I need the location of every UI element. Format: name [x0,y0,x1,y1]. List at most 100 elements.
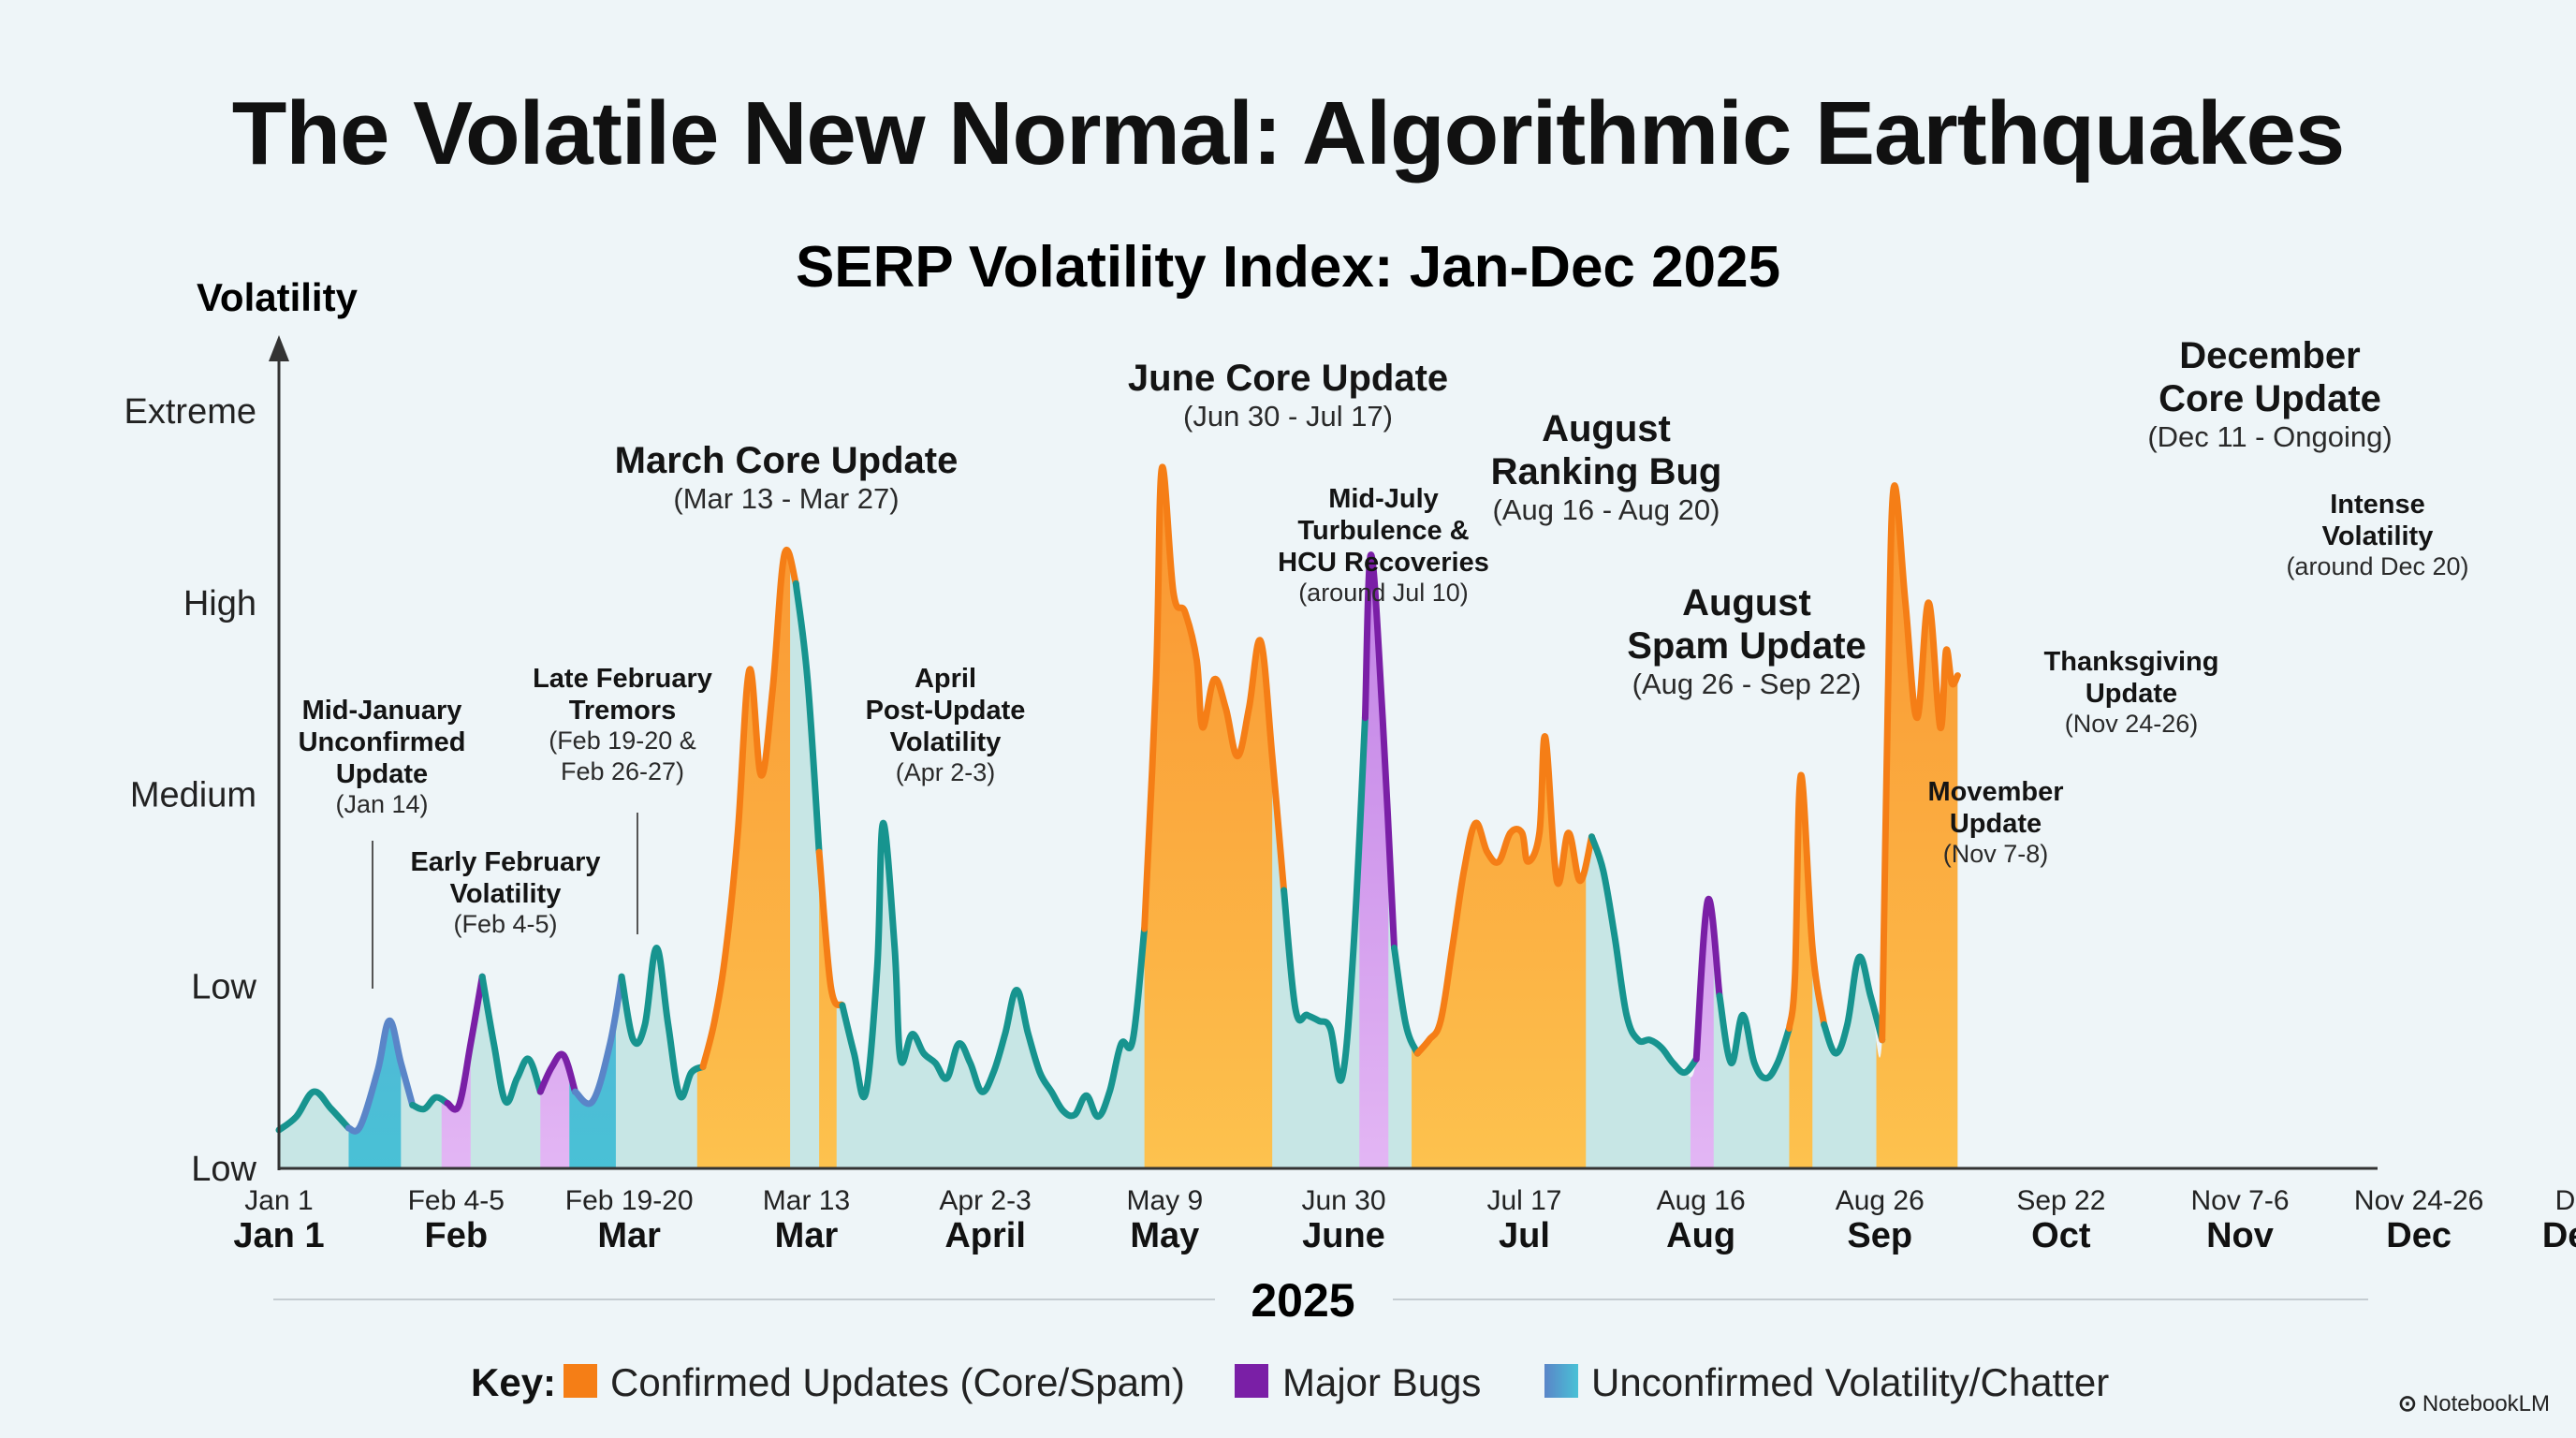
volatility-line-segment [1361,551,1398,951]
notebooklm-logo-icon: ⊙ [2397,1391,2417,1416]
annotation-date: (Jan 14) [335,790,428,818]
x-tick-month: Dec [2386,1216,2452,1255]
annotation-date: (Mar 13 - Mar 27) [673,482,899,515]
volatility-line-segment [444,973,486,1113]
annotation-date: Feb 26-27) [561,757,684,785]
x-tick-date: Mar 13 [763,1185,850,1216]
x-tick-month: April [944,1216,1026,1255]
x-tick-date: Jan 1 [244,1185,313,1216]
annotation-title: Update [1950,809,2042,839]
annotation-title: HCU Recoveries [1278,548,1489,578]
y-tick-label: Low [191,1150,256,1189]
x-tick-date: Jul 17 [1486,1185,1561,1216]
band-confirmed [1789,466,1813,1168]
volatility-line-segment [345,1017,417,1135]
x-tick-date: Nov 24-26 [2354,1185,2483,1216]
volatility-line-segment [572,973,625,1108]
x-tick-month: Nov [2206,1216,2274,1255]
y-tick-label: Low [191,967,256,1006]
chart-subtitle: SERP Volatility Index: Jan-Dec 2025 [796,235,1780,300]
annotation-title: Volatility [450,879,562,909]
axes [269,335,2378,1170]
annotation-title: March Core Update [615,440,959,481]
x-tick-date: Jun 30 [1301,1185,1385,1216]
annotation-title: April [915,664,976,694]
x-tick-month: Aug [1666,1216,1735,1255]
x-tick-month: May [1130,1216,1199,1255]
volatility-line-segment [409,1093,451,1113]
y-tick-label: High [183,584,256,624]
annotation-title: Late February [533,664,712,694]
annotation-date: (Feb 19-20 & [549,726,696,755]
annotation-date: (around Dec 20) [2286,552,2468,580]
volatility-line-segment [536,1050,578,1095]
annotation-date: (Apr 2-3) [896,758,996,786]
volatility-line-segment [1413,733,1595,1057]
x-tick-date: Aug 16 [1657,1185,1746,1216]
annotation-title: June Core Update [1128,358,1448,399]
y-axis-label: Volatility [197,275,359,319]
x-tick-month: Jul [1499,1216,1550,1255]
annotation-title: Movember [1927,777,2063,807]
volatility-line-segment [1879,482,1961,1044]
annotation-title: Mid-January [302,696,462,726]
annotation-title: Ranking Bug [1491,451,1722,492]
annotation: March Core Update(Mar 13 - Mar 27) [615,440,959,515]
annotation-title: Volatility [890,727,1002,757]
annotation-date: (Dec 11 - Ongoing) [2147,420,2392,453]
annotation-date: (around Jul 10) [1298,579,1469,607]
annotation-date: (Aug 16 - Aug 20) [1493,493,1720,526]
annotation-date: (Aug 26 - Sep 22) [1632,668,1862,700]
volatility-line-segment [1692,895,1723,1063]
annotation-date: (Feb 4-5) [453,910,557,938]
legend: Key: Confirmed Updates (Core/Spam) Major B… [471,1360,2109,1404]
watermark: ⊙ NotebookLM [2398,1390,2550,1417]
x-tick-date: Aug 26 [1836,1185,1925,1216]
year-axis-label-group: 2025 [273,1274,2368,1327]
volatility-line-segment [1391,945,1421,1057]
volatility-line-segment [1785,771,1828,1032]
annotation: June Core Update(Jun 30 - Jul 17) [1128,358,1448,433]
band-confirmed [1144,466,1273,1168]
x-tick-month: Dec 27 [2542,1216,2576,1255]
legend-item-unconfirmed: Unconfirmed Volatility/Chatter [1591,1360,2109,1404]
x-tick-date: Feb 4-5 [408,1185,505,1216]
volatility-line-segment [1588,833,1700,1077]
volatility-line-segment [275,1088,352,1134]
watermark-text: NotebookLM [2422,1391,2550,1416]
volatility-line-segment [1716,992,1793,1082]
annotation-title: Turbulence & [1297,516,1469,546]
annotation-title: Unconfirmed [299,727,466,757]
x-tick-date: Nov 7-6 [2190,1185,2289,1216]
y-tick-label: Medium [130,776,256,815]
x-tick-month: Sep [1847,1216,1912,1255]
volatility-line-segment [1821,953,1886,1057]
x-tick-month: June [1302,1216,1385,1255]
annotation-title: Thanksgiving [2044,647,2219,677]
volatility-line-segment [1281,714,1368,1084]
annotation-title: Tremors [569,696,676,726]
annotation-title: August [1542,408,1671,449]
x-tick-month: Mar [597,1216,661,1255]
annotation-title: Mid-July [1328,484,1439,514]
volatility-line-segment [839,819,1149,1121]
volatility-line-segment [792,580,823,856]
chart-title: The Volatile New Normal: Algorithmic Ear… [231,83,2345,183]
annotation-title: Update [336,759,428,789]
annotation-title: Update [2086,679,2177,709]
annotation-date: (Nov 24-26) [2065,710,2199,738]
x-tick-month: Mar [775,1216,839,1255]
annotation-date: (Jun 30 - Jul 17) [1183,400,1393,433]
legend-swatch-unconfirmed [1544,1364,1578,1398]
legend-item-bug: Major Bugs [1282,1360,1481,1404]
